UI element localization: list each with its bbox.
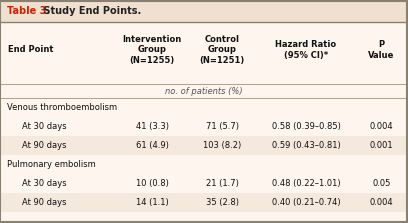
Text: 103 (8.2): 103 (8.2) <box>203 141 241 150</box>
Text: 71 (5.7): 71 (5.7) <box>206 122 239 131</box>
Text: 0.004: 0.004 <box>370 122 393 131</box>
Text: 41 (3.3): 41 (3.3) <box>135 122 169 131</box>
Text: 0.05: 0.05 <box>373 179 391 188</box>
Text: Intervention
Group
(N=1255): Intervention Group (N=1255) <box>122 35 182 65</box>
Bar <box>1 84 407 98</box>
Bar <box>1 193 407 212</box>
Text: 14 (1.1): 14 (1.1) <box>135 198 169 207</box>
Bar <box>1 174 407 193</box>
Bar <box>1 98 407 117</box>
Text: Hazard Ratio
(95% CI)*: Hazard Ratio (95% CI)* <box>275 40 337 60</box>
Text: Study End Points.: Study End Points. <box>40 6 141 16</box>
Bar <box>1 136 407 155</box>
Text: At 30 days: At 30 days <box>22 179 67 188</box>
Text: 0.40 (0.21–0.74): 0.40 (0.21–0.74) <box>272 198 340 207</box>
Bar <box>1 117 407 136</box>
Text: P
Value: P Value <box>368 40 395 60</box>
Bar <box>1 22 407 84</box>
Text: Table 3.: Table 3. <box>7 6 50 16</box>
Bar <box>1 22 407 222</box>
Text: 0.59 (0.43–0.81): 0.59 (0.43–0.81) <box>272 141 340 150</box>
Text: 21 (1.7): 21 (1.7) <box>206 179 238 188</box>
Text: Pulmonary embolism: Pulmonary embolism <box>7 160 96 169</box>
Text: Control
Group
(N=1251): Control Group (N=1251) <box>200 35 245 65</box>
Bar <box>1 155 407 174</box>
Text: Venous thromboembolism: Venous thromboembolism <box>7 103 117 112</box>
Text: 61 (4.9): 61 (4.9) <box>135 141 169 150</box>
Text: At 30 days: At 30 days <box>22 122 67 131</box>
Text: 0.004: 0.004 <box>370 198 393 207</box>
Text: 0.001: 0.001 <box>370 141 393 150</box>
Text: End Point: End Point <box>8 45 53 54</box>
Text: 0.48 (0.22–1.01): 0.48 (0.22–1.01) <box>272 179 340 188</box>
Text: 10 (0.8): 10 (0.8) <box>135 179 169 188</box>
Bar <box>0 0 408 22</box>
Text: 35 (2.8): 35 (2.8) <box>206 198 239 207</box>
Text: At 90 days: At 90 days <box>22 198 67 207</box>
Text: At 90 days: At 90 days <box>22 141 67 150</box>
Text: 0.58 (0.39–0.85): 0.58 (0.39–0.85) <box>272 122 340 131</box>
Text: no. of patients (%): no. of patients (%) <box>165 87 243 95</box>
